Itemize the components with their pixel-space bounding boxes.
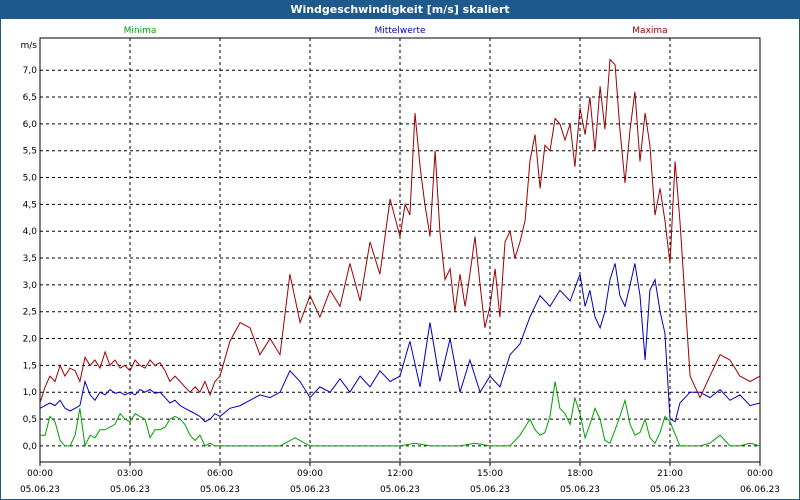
x-tick-date-label: 05.06.23 <box>290 485 330 495</box>
x-tick-time-label: 00:00 <box>27 469 53 479</box>
x-tick-time-label: 03:00 <box>117 469 143 479</box>
y-tick-label: 6,5 <box>23 93 37 103</box>
x-tick-time-label: 09:00 <box>297 469 323 479</box>
x-tick-date-label: 05.06.23 <box>200 485 240 495</box>
y-tick-label: 1,5 <box>23 361 37 371</box>
y-tick-label: 2,0 <box>23 335 38 345</box>
series-line-minima <box>40 381 761 448</box>
y-tick-label: 4,0 <box>23 227 38 237</box>
y-tick-label: 5,0 <box>23 174 38 184</box>
x-tick-time-label: 15:00 <box>477 469 503 479</box>
y-tick-label: 6,0 <box>23 120 38 130</box>
y-tick-label: 7,0 <box>23 66 38 76</box>
x-tick-date-label: 05.06.23 <box>650 485 690 495</box>
x-tick-date-label: 05.06.23 <box>470 485 510 495</box>
y-tick-label: 5,5 <box>23 147 37 157</box>
legend-item-maxima: Maxima <box>632 26 667 36</box>
x-tick-time-label: 06:00 <box>207 469 233 479</box>
chart-title: Windgeschwindigkeit [m/s] skaliert <box>1 1 799 19</box>
x-tick-time-label: 18:00 <box>567 469 593 479</box>
y-tick-label: 0,0 <box>23 442 38 452</box>
legend-item-mittelwerte: Mittelwerte <box>374 26 425 36</box>
y-tick-label: 4,5 <box>23 200 37 210</box>
x-tick-date-label: 05.06.23 <box>110 485 150 495</box>
y-tick-label: 1,0 <box>23 388 38 398</box>
y-axis-unit: m/s <box>21 41 38 51</box>
y-tick-label: 3,0 <box>23 281 38 291</box>
x-tick-date-label: 05.06.23 <box>560 485 600 495</box>
series-line-mittelwerte <box>39 263 761 423</box>
legend-item-minima: Minima <box>124 26 157 36</box>
series-line-maxima <box>39 58 761 404</box>
y-tick-label: 3,5 <box>23 254 37 264</box>
y-tick-label: 0,5 <box>23 415 37 425</box>
x-tick-time-label: 00:00 <box>747 469 773 479</box>
y-tick-label: 2,5 <box>23 308 37 318</box>
x-tick-time-label: 12:00 <box>387 469 413 479</box>
x-tick-date-label: 06.06.23 <box>740 485 780 495</box>
x-tick-date-label: 05.06.23 <box>20 485 60 495</box>
x-tick-time-label: 21:00 <box>657 469 683 479</box>
x-tick-date-label: 05.06.23 <box>380 485 420 495</box>
